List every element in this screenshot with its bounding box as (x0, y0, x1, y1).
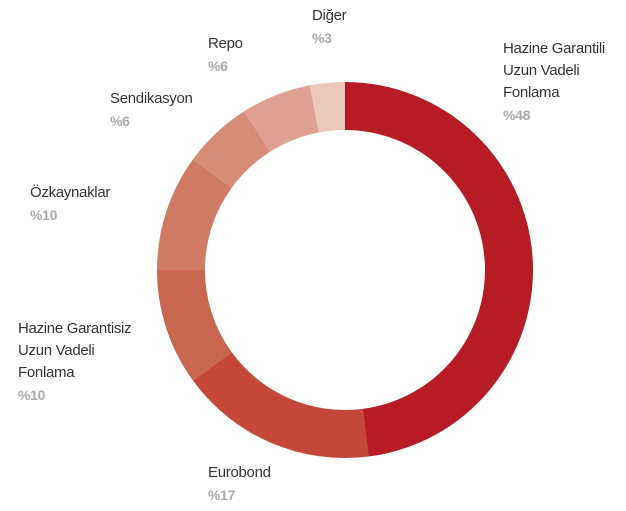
segment-label: Eurobond %17 (208, 462, 271, 506)
segment-label: Özkaynaklar %10 (30, 182, 110, 226)
value-label: %10 (18, 387, 46, 403)
segment-label: Hazine Garantili Uzun Vadeli Fonlama %48 (503, 38, 605, 126)
category-label: Hazine Garantisiz Uzun Vadeli Fonlama (18, 320, 132, 381)
donut-segment (192, 352, 369, 458)
donut-segment (244, 85, 319, 152)
category-label: Eurobond (208, 464, 271, 481)
value-label: %6 (110, 113, 130, 129)
donut-segment (157, 270, 232, 381)
donut-segment (157, 159, 232, 270)
segment-label: Repo %6 (208, 33, 243, 77)
category-label: Repo (208, 35, 243, 52)
value-label: %17 (208, 487, 236, 503)
category-label: Sendikasyon (110, 90, 193, 107)
donut-segment (192, 111, 270, 188)
category-label: Diğer (312, 7, 347, 24)
segment-label: Diğer %3 (312, 5, 347, 49)
donut-segment (309, 82, 345, 133)
value-label: %6 (208, 58, 228, 74)
donut-segment (345, 82, 533, 457)
value-label: %48 (503, 107, 531, 123)
value-label: %3 (312, 30, 332, 46)
segment-label: Sendikasyon %6 (110, 88, 193, 132)
value-label: %10 (30, 207, 58, 223)
category-label: Hazine Garantili Uzun Vadeli Fonlama (503, 40, 605, 101)
segment-label: Hazine Garantisiz Uzun Vadeli Fonlama %10 (18, 318, 132, 406)
category-label: Özkaynaklar (30, 184, 111, 201)
